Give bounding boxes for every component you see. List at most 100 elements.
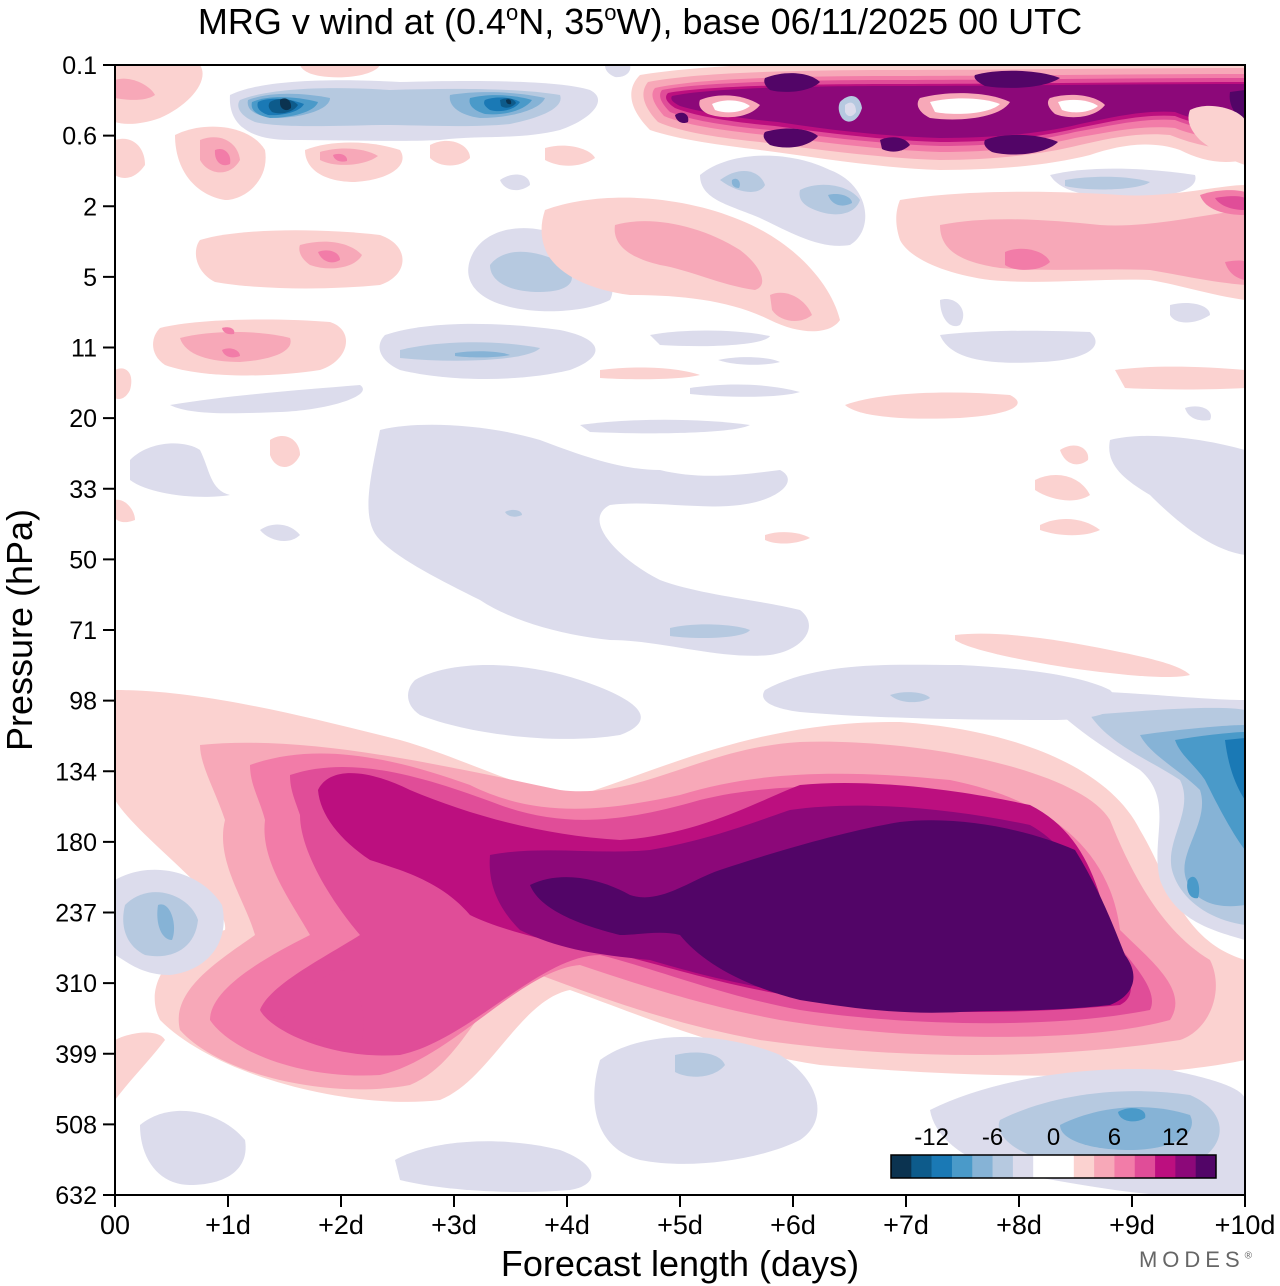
contour-mid-blue-4 — [675, 1052, 725, 1077]
contour-right-pink-6 — [1005, 248, 1050, 270]
x-tick-label: +8d — [996, 1210, 1042, 1240]
contour-sp-7 — [1040, 518, 1100, 536]
x-tick-label: +1d — [205, 1210, 251, 1240]
colorbar-swatch — [951, 1155, 973, 1178]
contour-ms-blue-1 — [368, 424, 809, 656]
colorbar-label: -6 — [982, 1124, 1003, 1151]
contour-6d-blue-6b — [828, 193, 852, 206]
contour-pink-0p6-c — [430, 140, 470, 166]
contour-ms-blue-r5 — [1185, 406, 1211, 421]
contour-ms-blue-c2 — [690, 384, 800, 397]
contour-top-blue-14 — [280, 98, 292, 111]
contour-ms-blue-band — [170, 385, 363, 414]
y-axis: 0.1 0.6 2 5 11 20 33 50 71 98 134 180 237 310 399 508 63… — [55, 52, 115, 1210]
title-mid: N, 35 — [518, 1, 605, 42]
contour-6d-blue-6 — [731, 178, 740, 188]
y-tick-label: 0.6 — [62, 123, 97, 151]
contour-6d-blue-4 — [720, 170, 765, 192]
contour-c-pink-4 — [614, 221, 763, 290]
contour-strat-blue-band2 — [763, 664, 1117, 720]
contour-top-pink-c — [300, 65, 380, 78]
contour-sp-3 — [845, 392, 1018, 419]
contour-pink-0p6-b6 — [333, 153, 348, 162]
contour-strat-core-3 — [974, 70, 1060, 88]
contour-sp-6 — [1035, 475, 1090, 501]
colorbar-swatch — [1155, 1155, 1176, 1178]
contour-5-pink-6 — [318, 250, 340, 263]
contour-misc-blue-2 — [605, 65, 631, 78]
contour-right-pink-edge — [1188, 105, 1245, 165]
contour-ms-blue-left — [130, 443, 230, 497]
y-tick-label: 50 — [69, 546, 97, 574]
contour-ms-blue-r2 — [940, 299, 964, 327]
contour-c-pink-4b — [770, 292, 812, 322]
title-prefix: MRG v wind at (0.4 — [197, 1, 506, 42]
y-tick-label: 98 — [69, 688, 97, 716]
contour-5-blue-4 — [490, 251, 572, 292]
x-tick-label: +4d — [544, 1210, 590, 1240]
contour-strat-core-5 — [880, 137, 910, 152]
x-tick-label: +2d — [318, 1210, 364, 1240]
x-tick-label: +6d — [770, 1210, 816, 1240]
contour-ll-blue-8 — [1118, 1108, 1146, 1122]
colorbar-label: 6 — [1108, 1124, 1121, 1151]
contour-right-pink-8b — [1215, 196, 1245, 210]
contour-strat-core-6 — [1229, 90, 1245, 122]
contour-11-blue-4 — [400, 342, 540, 361]
contour-ll-blue-6 — [1060, 1107, 1192, 1150]
y-tick-label: 180 — [55, 829, 97, 857]
colorbar-label: 12 — [1162, 1124, 1189, 1151]
x-axis-label: Forecast length (days) — [501, 1243, 859, 1284]
y-tick-label: 508 — [55, 1111, 97, 1139]
colorbar-swatch — [1134, 1155, 1156, 1178]
modes-logo: MODES® — [1139, 1247, 1252, 1273]
contour-ms-blue-r4 — [1170, 303, 1210, 323]
contour-strat-core-7 — [675, 112, 689, 124]
contour-11-blue-6 — [455, 351, 510, 358]
y-tick-label: 237 — [55, 900, 97, 928]
colorbar-frame — [890, 1154, 1217, 1179]
y-tick-label: 632 — [55, 1182, 97, 1210]
x-tick-label: +7d — [883, 1210, 929, 1240]
colorbar-swatch — [1175, 1155, 1196, 1178]
contour-ms-blue-c4 — [718, 357, 780, 365]
contour-11-pink-6b — [222, 327, 235, 335]
colorbar-swatch — [992, 1155, 1014, 1178]
contour-left-blue-6 — [157, 904, 175, 940]
contour-strat-core-1 — [764, 73, 820, 92]
contour-ms-blue-right — [1109, 435, 1245, 555]
contour-top-pink-left — [115, 65, 203, 124]
contour-bc-blue — [395, 1141, 592, 1192]
colorbar-swatch — [1012, 1155, 1034, 1178]
contour-right-blue-8 — [1175, 732, 1245, 850]
contour-6d-blue-4b — [799, 184, 860, 215]
contour-strat-hole-4w — [1058, 99, 1098, 113]
contour-strat-core-2 — [763, 128, 818, 148]
x-axis: 00 +1d +2d +3d +4d +5d +6d +7d +8d +9d +10d — [100, 1195, 1275, 1240]
contour-strat-hole-2w — [845, 102, 856, 117]
contour-trop-14 — [530, 820, 1134, 1013]
contour-strat-hole-3w — [930, 98, 1000, 114]
contour-lower-8 — [283, 970, 365, 1042]
x-tick-label: +10d — [1215, 1210, 1276, 1240]
contour-ms-blue-c1 — [650, 330, 770, 347]
brand-text: MODES — [1138, 1247, 1245, 1272]
y-tick-label: 310 — [55, 970, 97, 998]
y-tick-label: 71 — [69, 617, 97, 645]
colorbar-label: -12 — [914, 1124, 949, 1151]
contour-11-pink-6 — [222, 348, 240, 358]
contour-right-blue-10 — [1225, 738, 1245, 800]
colorbar: -12 -6 0 6 12 — [890, 1124, 1217, 1179]
x-tick-label: 00 — [100, 1210, 130, 1240]
colorbar-swatch — [972, 1155, 993, 1178]
contour-ms-blue-c3 — [580, 419, 750, 434]
colorbar-swatch — [931, 1155, 953, 1178]
contour-5-pink-2 — [195, 230, 403, 289]
contour-pink-0p6-d — [545, 145, 595, 166]
colorbar-swatch — [1195, 1155, 1217, 1178]
y-tick-label: 11 — [71, 335, 97, 363]
x-tick-label: +9d — [1109, 1210, 1155, 1240]
chart-title: MRG v wind at (0.4oN, 35oW), base 06/11/… — [0, 0, 1280, 44]
y-tick-label: 399 — [55, 1041, 97, 1069]
